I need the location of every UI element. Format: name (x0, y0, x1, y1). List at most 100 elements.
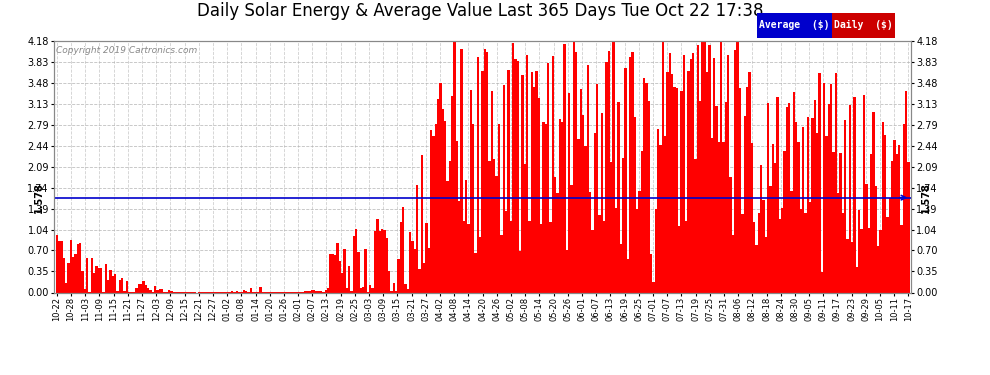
Bar (720, 41, 723, 292)
Bar (105, 264, 107, 292)
Bar (577, 139, 580, 292)
Bar (641, 152, 643, 292)
Bar (632, 52, 634, 292)
Bar (835, 72, 838, 292)
Bar (170, 291, 172, 292)
Bar (838, 193, 840, 292)
Text: Daily  ($): Daily ($) (834, 20, 893, 30)
Bar (344, 249, 346, 292)
Bar (453, 41, 455, 292)
Bar (690, 58, 692, 292)
Bar (371, 288, 374, 292)
Bar (848, 105, 851, 292)
Bar (889, 198, 891, 292)
Bar (491, 91, 493, 292)
Bar (72, 258, 74, 292)
Bar (546, 63, 549, 292)
Bar (231, 291, 234, 292)
Bar (661, 41, 664, 292)
Bar (828, 104, 830, 292)
Bar (652, 282, 654, 292)
Bar (572, 41, 575, 292)
Bar (140, 284, 143, 292)
Bar (558, 119, 561, 292)
Bar (615, 208, 617, 292)
Bar (158, 289, 161, 292)
Bar (812, 117, 814, 292)
Bar (62, 258, 65, 292)
Bar (407, 289, 409, 292)
Bar (385, 238, 388, 292)
Bar (153, 286, 156, 292)
Bar (735, 50, 737, 292)
Bar (872, 112, 874, 292)
Bar (521, 75, 524, 292)
Bar (750, 144, 752, 292)
Bar (757, 213, 760, 292)
Bar (804, 213, 807, 292)
Bar (381, 229, 383, 292)
Bar (863, 95, 865, 292)
Text: 1.578: 1.578 (35, 182, 45, 213)
Bar (67, 263, 69, 292)
Bar (659, 146, 661, 292)
Bar (613, 41, 615, 292)
Bar (748, 72, 750, 292)
Bar (55, 235, 58, 292)
Bar (776, 97, 778, 292)
Bar (678, 226, 680, 292)
Bar (313, 290, 316, 292)
Bar (795, 122, 797, 292)
Bar (308, 291, 311, 292)
Bar (145, 285, 147, 292)
Bar (442, 109, 445, 292)
Bar (819, 73, 821, 292)
Bar (865, 184, 867, 292)
Bar (390, 291, 393, 292)
Bar (783, 151, 786, 292)
Bar (505, 211, 507, 292)
Bar (484, 50, 486, 292)
Bar (675, 87, 678, 292)
Bar (877, 246, 879, 292)
Bar (486, 52, 488, 292)
Bar (124, 291, 126, 292)
Bar (81, 271, 84, 292)
Bar (465, 180, 467, 292)
Bar (870, 154, 872, 292)
Bar (905, 91, 907, 292)
Bar (706, 72, 709, 292)
Bar (610, 162, 613, 292)
Bar (477, 57, 479, 292)
Bar (91, 258, 93, 292)
Bar (886, 217, 889, 292)
Bar (800, 209, 802, 292)
Bar (143, 281, 145, 292)
Bar (907, 162, 910, 292)
Bar (433, 136, 435, 292)
Bar (711, 138, 713, 292)
Bar (359, 288, 362, 292)
Bar (594, 134, 596, 292)
Bar (419, 269, 421, 292)
Bar (316, 291, 318, 292)
Bar (462, 221, 465, 292)
Bar (671, 74, 673, 292)
Bar (647, 100, 649, 292)
Bar (435, 124, 437, 292)
Bar (551, 56, 554, 292)
Bar (814, 100, 816, 292)
Bar (694, 159, 697, 292)
Bar (414, 249, 416, 292)
Bar (774, 164, 776, 292)
Bar (470, 90, 472, 292)
Bar (807, 117, 809, 292)
Bar (440, 83, 442, 292)
Bar (378, 231, 381, 292)
Bar (701, 42, 704, 292)
Bar (86, 258, 88, 292)
Bar (844, 120, 846, 292)
Bar (697, 45, 699, 292)
Bar (634, 117, 636, 292)
Bar (654, 210, 657, 292)
